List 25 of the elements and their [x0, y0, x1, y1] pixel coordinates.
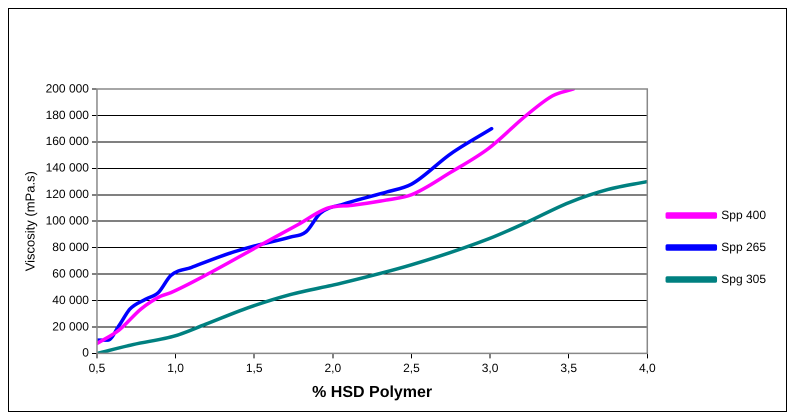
x-tick-label: 2,5 [403, 360, 420, 375]
y-tick-label: 80 000 [52, 240, 90, 254]
x-tick-label: 2,0 [324, 360, 342, 375]
y-tick-label: 200 000 [46, 81, 90, 96]
y-tick-label: 120 000 [46, 187, 90, 202]
y-tick-label: 140 000 [46, 160, 90, 175]
y-tick-label: 180 000 [46, 108, 90, 122]
y-axis-title: Viscosity (mPa.s) [22, 171, 38, 272]
y-tick-label: 160 000 [46, 134, 90, 148]
x-tick-label: 1,5 [246, 360, 263, 375]
x-axis-title: % HSD Polymer [312, 384, 432, 401]
y-tick-label: 40 000 [52, 292, 90, 307]
x-tick-label: 3,0 [482, 360, 499, 375]
y-tick-label: 60 000 [52, 266, 90, 280]
x-tick-label: 1,0 [167, 360, 184, 375]
x-tick-label: 4,0 [638, 360, 656, 375]
legend-label: Spp 400 [721, 208, 766, 222]
y-tick-label: 100 000 [46, 214, 90, 228]
x-tick-label: 3,5 [560, 360, 578, 375]
line-series [96, 89, 576, 346]
y-tick-label: 20 000 [52, 319, 90, 334]
legend-label: Spg 305 [721, 272, 766, 286]
x-tick-label: 0,5 [88, 360, 106, 375]
y-tick-label: 0 [82, 346, 90, 360]
legend-label: Spp 265 [721, 240, 766, 254]
